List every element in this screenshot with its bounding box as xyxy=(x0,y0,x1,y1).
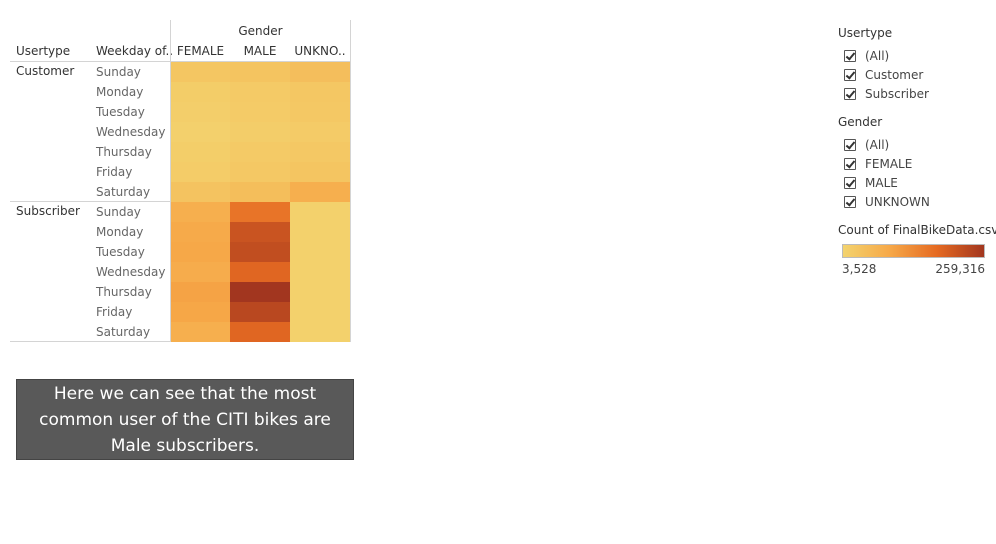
heatmap-cell-customer-sunday-female[interactable] xyxy=(171,62,230,82)
heatmap-cell-customer-thursday-female[interactable] xyxy=(171,142,230,162)
heatmap-cell-subscriber-tuesday-unknown[interactable] xyxy=(290,242,350,262)
day-label[interactable]: Monday xyxy=(96,225,144,239)
gender-filter-unknown[interactable]: UNKNOWN xyxy=(844,194,930,210)
heatmap-cell-customer-wednesday-unknown[interactable] xyxy=(290,122,350,142)
heatmap-cell-customer-tuesday-female[interactable] xyxy=(171,102,230,122)
heatmap-cell-subscriber-sunday-female[interactable] xyxy=(171,202,230,222)
column-header-male[interactable]: MALE xyxy=(243,44,277,58)
group-label-subscriber[interactable]: Subscriber xyxy=(16,204,80,218)
heatmap-cell-customer-wednesday-female[interactable] xyxy=(171,122,230,142)
heatmap-cell-customer-friday-unknown[interactable] xyxy=(290,162,350,182)
day-label[interactable]: Thursday xyxy=(96,285,152,299)
heatmap-cell-subscriber-wednesday-unknown[interactable] xyxy=(290,262,350,282)
gender-header-left-border xyxy=(170,20,171,62)
gender-group-header: Gender xyxy=(238,24,283,38)
heatmap-cell-subscriber-thursday-unknown[interactable] xyxy=(290,282,350,302)
day-label[interactable]: Friday xyxy=(96,305,133,319)
usertype-filter-title: Usertype xyxy=(838,26,893,40)
annotation-note: Here we can see that the most common use… xyxy=(16,379,354,460)
heatmap-cell-subscriber-saturday-unknown[interactable] xyxy=(290,322,350,342)
filter-option-label: Customer xyxy=(865,68,924,82)
gender-filter-female[interactable]: FEMALE xyxy=(844,156,912,172)
filter-option-label: UNKNOWN xyxy=(865,195,930,209)
heatmap-cell-customer-sunday-male[interactable] xyxy=(230,62,290,82)
heatmap-cell-customer-friday-female[interactable] xyxy=(171,162,230,182)
checkbox-checked-icon[interactable] xyxy=(844,69,856,81)
usertype-row-header[interactable]: Usertype xyxy=(16,44,71,58)
heatmap-cell-customer-monday-female[interactable] xyxy=(171,82,230,102)
heatmap-cell-customer-saturday-female[interactable] xyxy=(171,182,230,202)
heatmap-cell-customer-friday-male[interactable] xyxy=(230,162,290,182)
day-label[interactable]: Sunday xyxy=(96,205,141,219)
heatmap-cell-customer-sunday-unknown[interactable] xyxy=(290,62,350,82)
heatmap-cell-subscriber-saturday-male[interactable] xyxy=(230,322,290,342)
heatmap-cell-subscriber-friday-unknown[interactable] xyxy=(290,302,350,322)
weekday-row-header[interactable]: Weekday of.. xyxy=(96,44,174,58)
gender-filter-all[interactable]: (All) xyxy=(844,137,889,153)
column-header-unknown[interactable]: UNKNO.. xyxy=(294,44,346,58)
heatmap-cell-subscriber-wednesday-female[interactable] xyxy=(171,262,230,282)
heatmap-cell-subscriber-monday-male[interactable] xyxy=(230,222,290,242)
filter-option-label: FEMALE xyxy=(865,157,913,171)
day-label[interactable]: Saturday xyxy=(96,185,151,199)
heatmap-cell-customer-monday-male[interactable] xyxy=(230,82,290,102)
day-label[interactable]: Sunday xyxy=(96,65,141,79)
gender-filter-male[interactable]: MALE xyxy=(844,175,898,191)
heatmap-cell-subscriber-sunday-unknown[interactable] xyxy=(290,202,350,222)
heatmap-cell-subscriber-friday-female[interactable] xyxy=(171,302,230,322)
column-header-female[interactable]: FEMALE xyxy=(176,44,225,58)
usertype-filter-subscriber[interactable]: Subscriber xyxy=(844,86,929,102)
checkbox-checked-icon[interactable] xyxy=(844,196,856,208)
heatmap-cell-subscriber-tuesday-male[interactable] xyxy=(230,242,290,262)
heatmap-cell-subscriber-saturday-female[interactable] xyxy=(171,322,230,342)
heatmap-cell-subscriber-friday-male[interactable] xyxy=(230,302,290,322)
heatmap-cell-customer-wednesday-male[interactable] xyxy=(230,122,290,142)
day-label[interactable]: Friday xyxy=(96,165,133,179)
usertype-filter-all[interactable]: (All) xyxy=(844,48,889,64)
checkbox-checked-icon[interactable] xyxy=(844,139,856,151)
filter-option-label: MALE xyxy=(865,176,898,190)
heatmap-cell-subscriber-sunday-male[interactable] xyxy=(230,202,290,222)
heatmap-cell-subscriber-wednesday-male[interactable] xyxy=(230,262,290,282)
heatmap-cell-subscriber-monday-female[interactable] xyxy=(171,222,230,242)
day-label[interactable]: Wednesday xyxy=(96,265,166,279)
day-label[interactable]: Thursday xyxy=(96,145,152,159)
color-legend-max-label: 259,316 xyxy=(935,262,985,276)
day-label[interactable]: Monday xyxy=(96,85,144,99)
heatmap-cell-customer-tuesday-unknown[interactable] xyxy=(290,102,350,122)
heatmap-cell-subscriber-tuesday-female[interactable] xyxy=(171,242,230,262)
heatmap-cell-customer-saturday-male[interactable] xyxy=(230,182,290,202)
checkbox-checked-icon[interactable] xyxy=(844,158,856,170)
heatmap-cell-subscriber-monday-unknown[interactable] xyxy=(290,222,350,242)
header-bottom-border xyxy=(10,61,351,62)
color-legend-gradient xyxy=(842,244,985,258)
day-label[interactable]: Tuesday xyxy=(96,245,145,259)
gender-header-right-border xyxy=(350,20,351,62)
checkbox-checked-icon[interactable] xyxy=(844,50,856,62)
usertype-filter-customer[interactable]: Customer xyxy=(844,67,923,83)
filter-option-label: (All) xyxy=(865,138,890,152)
day-label[interactable]: Wednesday xyxy=(96,125,166,139)
heatmap-cell-subscriber-thursday-male[interactable] xyxy=(230,282,290,302)
heatmap-cell-customer-tuesday-male[interactable] xyxy=(230,102,290,122)
heatmap-cell-subscriber-thursday-female[interactable] xyxy=(171,282,230,302)
day-label[interactable]: Tuesday xyxy=(96,105,145,119)
day-label[interactable]: Saturday xyxy=(96,325,151,339)
heatmap-cell-customer-thursday-unknown[interactable] xyxy=(290,142,350,162)
gender-filter-title: Gender xyxy=(838,115,883,129)
group-label-customer[interactable]: Customer xyxy=(16,64,75,78)
color-legend-min-label: 3,528 xyxy=(842,262,877,276)
heatmap-cell-customer-thursday-male[interactable] xyxy=(230,142,290,162)
filter-option-label: Subscriber xyxy=(865,87,929,101)
color-legend-title: Count of FinalBikeData.csv xyxy=(838,223,996,237)
checkbox-checked-icon[interactable] xyxy=(844,177,856,189)
heatmap-cell-customer-saturday-unknown[interactable] xyxy=(290,182,350,202)
checkbox-checked-icon[interactable] xyxy=(844,88,856,100)
filter-option-label: (All) xyxy=(865,49,890,63)
heatmap-cell-customer-monday-unknown[interactable] xyxy=(290,82,350,102)
